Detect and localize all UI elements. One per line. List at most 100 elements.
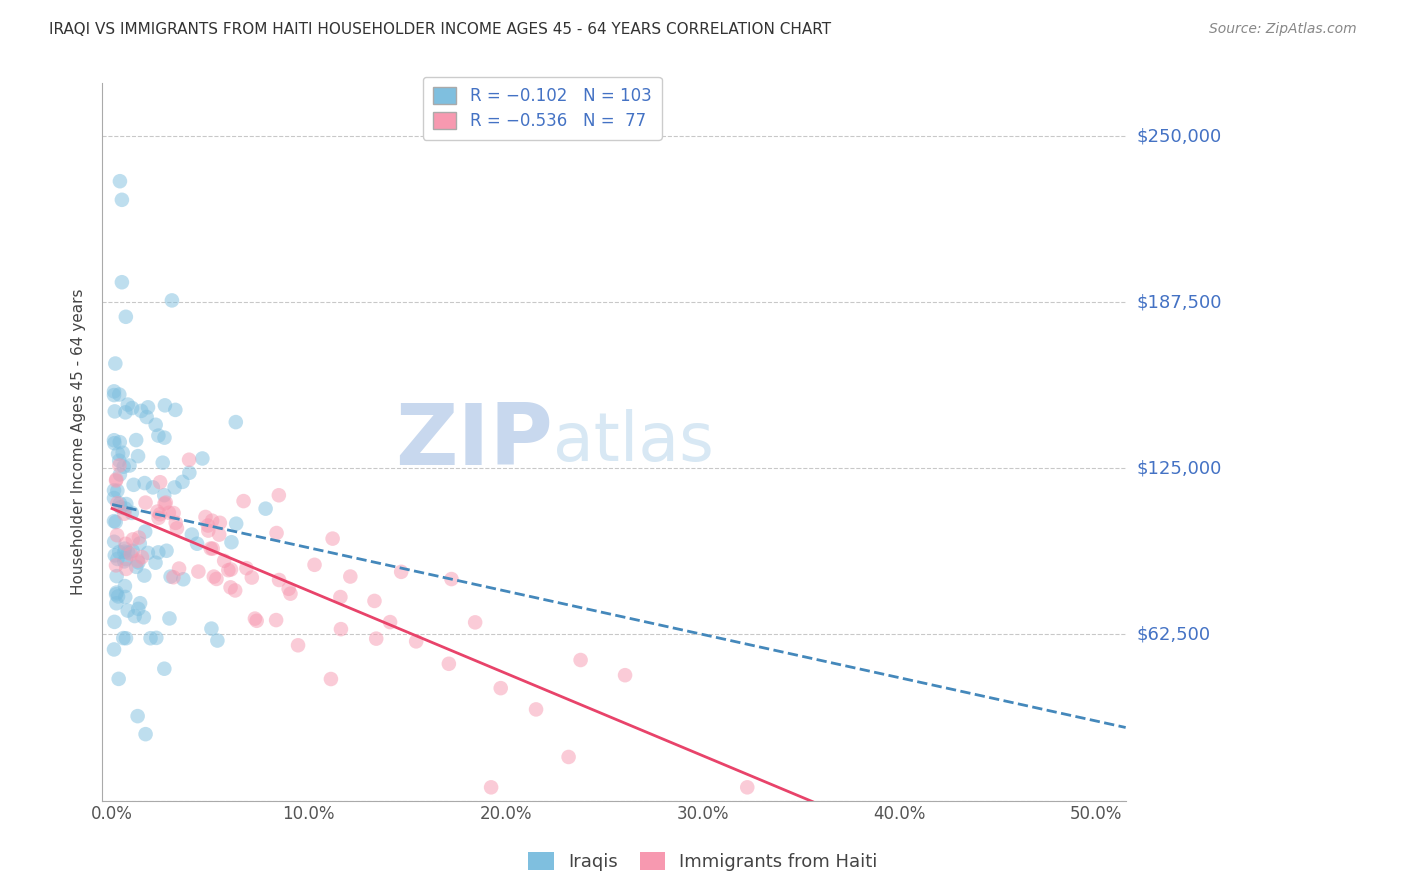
Point (329, 622, 352, 636)
Point (103, 514, 125, 528)
Point (304, 558, 326, 572)
Point (114, 590, 136, 604)
Point (224, 583, 246, 598)
Point (191, 451, 214, 466)
Point (177, 452, 200, 467)
Point (148, 428, 170, 442)
Point (165, 403, 187, 417)
Point (105, 587, 128, 601)
Point (107, 552, 129, 566)
Point (103, 434, 125, 448)
Point (129, 404, 152, 418)
Point (157, 506, 180, 520)
Point (149, 475, 172, 490)
Point (136, 546, 159, 560)
Point (194, 510, 217, 524)
Point (614, 668, 637, 682)
Point (254, 501, 277, 516)
Point (108, 458, 131, 473)
Point (103, 615, 125, 629)
Point (111, 193, 134, 207)
Point (148, 511, 170, 525)
Point (104, 558, 127, 573)
Point (121, 506, 143, 520)
Point (145, 417, 167, 432)
Point (108, 387, 131, 401)
Point (440, 572, 463, 586)
Point (172, 475, 194, 489)
Point (114, 541, 136, 556)
Point (104, 549, 127, 563)
Point (240, 570, 263, 584)
Point (389, 565, 412, 579)
Point (366, 632, 388, 646)
Point (153, 497, 176, 511)
Point (569, 653, 592, 667)
Point (121, 533, 143, 547)
Point (135, 727, 157, 741)
Point (479, 780, 502, 795)
Point (127, 554, 149, 568)
Point (280, 587, 302, 601)
Point (264, 613, 287, 627)
Text: $125,000: $125,000 (1137, 459, 1222, 477)
Text: ZIP: ZIP (395, 401, 553, 483)
Point (437, 657, 460, 671)
Point (118, 458, 141, 473)
Point (319, 672, 342, 686)
Point (197, 524, 219, 538)
Point (108, 435, 131, 450)
Point (134, 476, 156, 491)
Point (136, 401, 159, 415)
Point (114, 579, 136, 593)
Point (115, 632, 138, 646)
Point (139, 631, 162, 645)
Point (166, 521, 188, 535)
Point (103, 483, 125, 498)
Text: $187,500: $187,500 (1137, 293, 1222, 311)
Point (167, 561, 190, 575)
Point (378, 615, 401, 629)
Point (208, 516, 231, 530)
Point (208, 527, 231, 541)
Point (322, 532, 344, 546)
Legend: R = −0.102   N = 103, R = −0.536   N =  77: R = −0.102 N = 103, R = −0.536 N = 77 (423, 77, 661, 140)
Point (155, 495, 177, 509)
Point (225, 516, 247, 531)
Point (464, 615, 486, 630)
Point (197, 518, 219, 533)
Point (163, 480, 186, 494)
Y-axis label: Householder Income Ages 45 - 64 years: Householder Income Ages 45 - 64 years (72, 288, 86, 595)
Point (146, 504, 169, 518)
Point (153, 431, 176, 445)
Point (108, 545, 131, 559)
Point (112, 631, 135, 645)
Point (246, 614, 269, 628)
Point (152, 456, 174, 470)
Point (107, 590, 129, 604)
Point (104, 357, 127, 371)
Point (105, 528, 128, 542)
Point (103, 388, 125, 402)
Point (127, 555, 149, 569)
Point (201, 514, 224, 528)
Point (524, 702, 547, 716)
Point (104, 474, 127, 488)
Text: $62,500: $62,500 (1137, 625, 1211, 643)
Point (107, 672, 129, 686)
Point (149, 508, 172, 522)
Point (277, 582, 299, 596)
Point (129, 596, 152, 610)
Point (128, 536, 150, 550)
Point (232, 494, 254, 508)
Point (115, 552, 138, 566)
Point (105, 472, 128, 486)
Point (148, 545, 170, 559)
Point (186, 537, 208, 551)
Point (112, 507, 135, 521)
Point (267, 488, 290, 502)
Point (363, 594, 385, 608)
Text: atlas: atlas (553, 409, 713, 475)
Point (108, 453, 131, 467)
Point (117, 603, 139, 617)
